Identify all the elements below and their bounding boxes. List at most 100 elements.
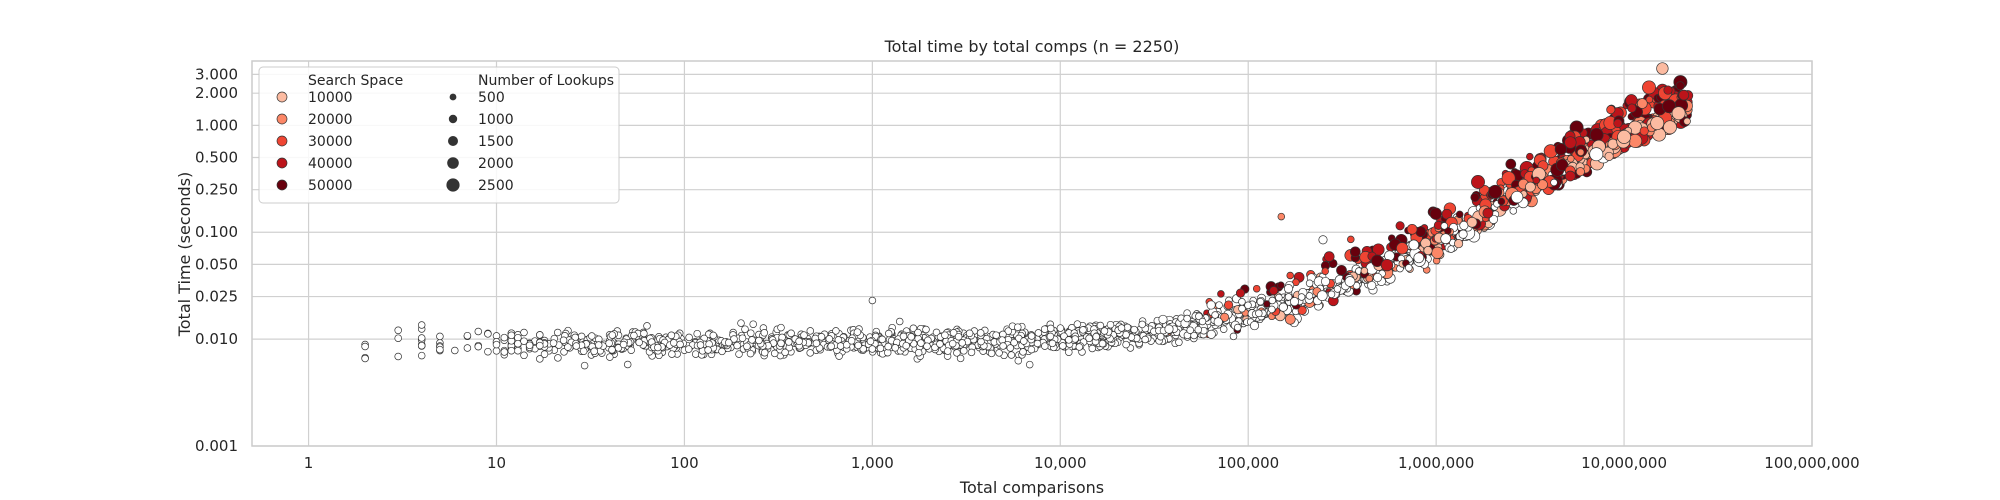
data-point xyxy=(1278,302,1288,312)
legend: Search Space Number of Lookups 10000 2000… xyxy=(258,66,620,204)
data-point xyxy=(1186,326,1194,334)
data-point xyxy=(1195,312,1203,321)
data-point xyxy=(1034,329,1043,337)
data-point xyxy=(1138,320,1146,329)
data-point xyxy=(580,361,589,370)
legend-size-marker xyxy=(449,93,457,101)
data-point xyxy=(1027,345,1036,354)
data-point xyxy=(436,345,444,354)
legend-hue-title: Search Space xyxy=(308,73,403,89)
legend-hue-label: 50000 xyxy=(308,178,353,194)
legend-size-marker xyxy=(447,157,459,169)
data-point xyxy=(1349,246,1361,258)
data-point xyxy=(1321,267,1329,275)
y-tick-label: 0.250 xyxy=(195,181,238,199)
data-point xyxy=(1073,320,1082,328)
data-point xyxy=(630,331,638,340)
data-point xyxy=(1613,118,1623,128)
data-point xyxy=(868,296,877,305)
data-point xyxy=(594,341,603,349)
data-point xyxy=(1636,98,1648,109)
data-point xyxy=(827,342,835,351)
data-point xyxy=(1408,239,1420,251)
data-point xyxy=(520,351,528,360)
data-point xyxy=(859,345,867,353)
data-point xyxy=(1206,329,1216,339)
data-point xyxy=(623,360,632,369)
data-point xyxy=(737,319,745,327)
y-axis-label: Total Time (seconds) xyxy=(175,172,194,338)
data-point xyxy=(987,349,996,358)
data-point xyxy=(884,329,893,338)
data-point xyxy=(1607,138,1619,150)
data-point xyxy=(1347,235,1355,244)
x-tick-label: 100,000,000 xyxy=(1764,454,1859,472)
data-point xyxy=(572,342,581,350)
data-point xyxy=(817,333,826,341)
data-point xyxy=(724,338,733,347)
data-point xyxy=(1065,336,1073,344)
data-point xyxy=(560,348,568,356)
data-point xyxy=(554,354,562,362)
data-point xyxy=(1509,207,1518,215)
data-point xyxy=(1122,340,1130,349)
data-point xyxy=(976,329,985,337)
y-tick-label: 2.000 xyxy=(195,84,238,102)
data-point xyxy=(1678,89,1690,101)
data-point xyxy=(1645,95,1654,104)
data-point xyxy=(1429,207,1442,220)
legend-size-marker xyxy=(448,136,458,146)
data-point xyxy=(1323,251,1335,262)
data-point xyxy=(954,332,963,341)
data-point xyxy=(1256,297,1265,306)
data-point xyxy=(1229,332,1238,341)
x-axis-label: Total comparisons xyxy=(959,478,1104,497)
data-point xyxy=(741,325,749,333)
data-point xyxy=(394,352,402,361)
data-point xyxy=(1532,176,1541,185)
data-point xyxy=(1318,235,1328,245)
data-point xyxy=(474,342,483,351)
data-point xyxy=(1501,171,1516,186)
data-point xyxy=(417,351,426,360)
legend-hue-marker xyxy=(276,135,288,147)
y-tick-label: 0.100 xyxy=(195,223,238,241)
data-point xyxy=(785,338,793,346)
data-point xyxy=(1589,147,1604,162)
legend-size-marker xyxy=(448,114,458,124)
data-point xyxy=(730,335,738,343)
data-point xyxy=(1380,258,1394,272)
data-point xyxy=(836,342,845,350)
data-point xyxy=(484,330,492,338)
data-point xyxy=(1564,170,1576,182)
data-point xyxy=(960,347,968,355)
data-point xyxy=(914,328,922,337)
data-point xyxy=(1014,323,1022,331)
data-point xyxy=(1455,210,1464,219)
data-point xyxy=(1141,335,1149,344)
data-point xyxy=(668,350,676,358)
data-point xyxy=(1550,178,1558,187)
data-point xyxy=(876,344,885,353)
data-point xyxy=(1046,332,1055,341)
data-point xyxy=(1194,325,1203,334)
data-point xyxy=(825,335,834,343)
data-point xyxy=(800,331,808,339)
data-point xyxy=(1488,184,1503,199)
data-point xyxy=(1395,221,1405,231)
data-point xyxy=(1576,148,1585,157)
data-point xyxy=(868,345,877,353)
data-point xyxy=(1025,360,1034,369)
data-point xyxy=(770,349,779,358)
data-point xyxy=(676,340,684,349)
data-point xyxy=(492,340,501,349)
data-point xyxy=(1198,317,1207,326)
data-point xyxy=(1365,274,1374,283)
data-point xyxy=(1004,327,1013,335)
data-point xyxy=(1589,127,1604,142)
data-point xyxy=(847,337,856,345)
data-point xyxy=(1305,292,1314,300)
data-point xyxy=(590,347,598,356)
data-point xyxy=(992,331,1000,339)
data-point xyxy=(1482,207,1494,219)
